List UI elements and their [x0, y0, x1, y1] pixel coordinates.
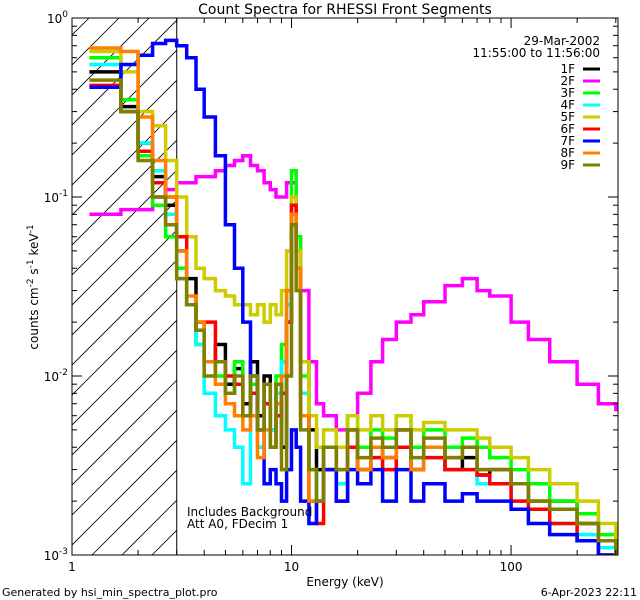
y-tick-label: 10-2 — [44, 368, 68, 384]
series-line-2F — [89, 153, 618, 432]
hatch-line — [72, 19, 177, 126]
hatch-line — [72, 18, 90, 36]
series-line-4F — [89, 62, 618, 555]
y-tick-label: 100 — [47, 10, 68, 26]
hatch-line — [0, 18, 29, 555]
axes: 1 10 100 100 10-1 10-2 10-3 — [44, 10, 619, 574]
legend-label-6F: 6F — [560, 122, 575, 136]
annotation-attenuator: Att A0, FDecim 1 — [187, 517, 288, 531]
y-tick-label: 10-3 — [44, 547, 68, 563]
hatch-line — [72, 409, 177, 516]
date-label: 29-Mar-2002 — [524, 34, 600, 48]
legend-label-7F: 7F — [560, 134, 575, 148]
hatch-line — [72, 259, 177, 366]
annotation-background: Includes Background — [187, 505, 312, 519]
time-range-label: 11:55:00 to 11:56:00 — [473, 46, 600, 60]
hatch-line — [72, 349, 177, 456]
legend-label-8F: 8F — [560, 146, 575, 160]
hatch-line — [72, 139, 177, 246]
footer-generated-by: Generated by hsi_min_spectra_plot.pro — [2, 586, 218, 599]
series-line-8F — [89, 46, 618, 555]
x-tick-label: 100 — [500, 560, 523, 574]
attenuator-hatch-region — [0, 18, 178, 555]
legend-label-2F: 2F — [560, 74, 575, 88]
hatch-line — [72, 79, 177, 186]
hatch-line — [72, 169, 177, 276]
hatch-line — [72, 439, 177, 546]
series-line-7F — [89, 38, 618, 555]
legend-label-1F: 1F — [560, 62, 575, 76]
series-group — [89, 38, 618, 555]
hatch-line — [72, 199, 177, 306]
series-line-9F — [89, 78, 618, 555]
series-line-5F — [89, 49, 618, 543]
series-line-3F — [89, 55, 618, 555]
x-tick-label: 10 — [284, 560, 299, 574]
x-axis-label: Energy (keV) — [306, 575, 383, 589]
hatch-line — [72, 379, 177, 486]
chart-title: Count Spectra for RHESSI Front Segments — [198, 2, 492, 18]
y-tick-label: 10-1 — [44, 189, 68, 205]
legend-label-9F: 9F — [560, 158, 575, 172]
plot-frame — [71, 17, 619, 556]
legend-label-4F: 4F — [560, 98, 575, 112]
legend-label-5F: 5F — [560, 110, 575, 124]
hatch-line — [72, 18, 120, 66]
hatch-line — [72, 229, 177, 336]
x-tick-label: 1 — [68, 560, 76, 574]
y-axis-label: counts cm-2 s-1 keV-1 — [26, 224, 41, 349]
footer-timestamp: 6-Apr-2023 22:11 — [541, 586, 637, 599]
legend-label-3F: 3F — [560, 86, 575, 100]
